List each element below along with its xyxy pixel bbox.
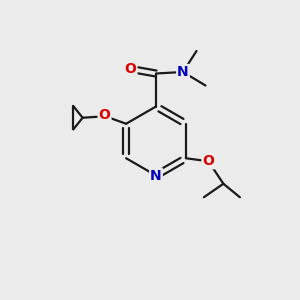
Text: O: O xyxy=(202,154,214,168)
Text: N: N xyxy=(150,169,162,182)
Text: N: N xyxy=(177,65,189,79)
Text: O: O xyxy=(124,62,136,76)
Text: O: O xyxy=(99,108,110,122)
